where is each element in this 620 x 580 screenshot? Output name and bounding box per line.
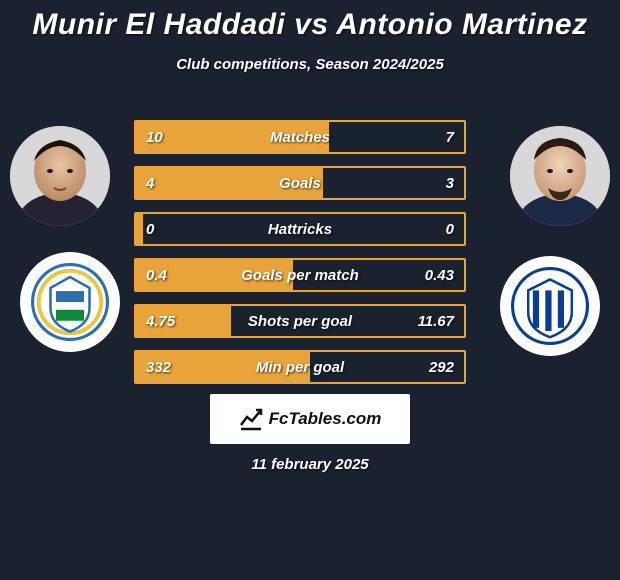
subtitle: Club competitions, Season 2024/2025 xyxy=(0,56,620,73)
stat-rows: 10Matches7 4Goals3 0Hattricks0 0.4Goals per… xyxy=(134,120,466,396)
stat-row: 4.75Shots per goal11.67 xyxy=(134,304,466,338)
club-left-logo xyxy=(20,252,120,352)
attribution-badge: FcTables.com xyxy=(210,394,410,444)
player-left-avatar xyxy=(10,126,110,226)
club-right-logo xyxy=(500,256,600,356)
stat-label: Matches xyxy=(136,122,464,152)
stat-label: Goals xyxy=(136,168,464,198)
stat-row: 4Goals3 xyxy=(134,166,466,200)
stat-value-right: 7 xyxy=(446,122,454,152)
stat-row: 0.4Goals per match0.43 xyxy=(134,258,466,292)
page-title: Munir El Haddadi vs Antonio Martinez xyxy=(0,0,620,42)
stat-value-right: 0 xyxy=(446,214,454,244)
stat-value-right: 0.43 xyxy=(425,260,454,290)
stat-row: 332Min per goal292 xyxy=(134,350,466,384)
attribution-text: FcTables.com xyxy=(269,409,382,429)
date-text: 11 february 2025 xyxy=(0,456,620,473)
stat-row: 10Matches7 xyxy=(134,120,466,154)
stat-row: 0Hattricks0 xyxy=(134,212,466,246)
chart-icon xyxy=(239,407,263,431)
stat-value-right: 11.67 xyxy=(418,306,454,336)
stat-value-right: 292 xyxy=(429,352,454,382)
stat-value-right: 3 xyxy=(446,168,454,198)
stat-label: Goals per match xyxy=(136,260,464,290)
player-right-avatar xyxy=(510,126,610,226)
stat-label: Min per goal xyxy=(136,352,464,382)
stat-label: Shots per goal xyxy=(136,306,464,336)
stat-label: Hattricks xyxy=(136,214,464,244)
